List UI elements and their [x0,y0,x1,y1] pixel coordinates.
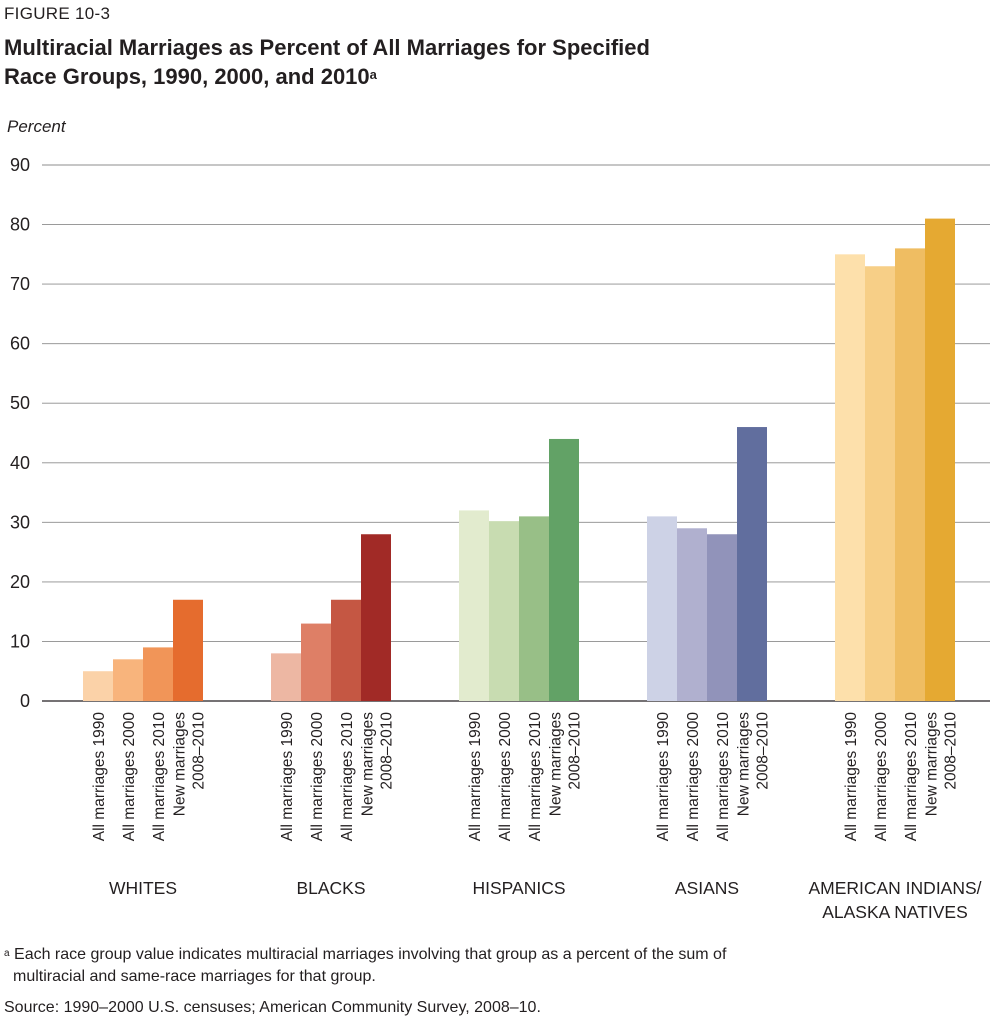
title-footnote-marker: a [369,67,377,82]
y-tick-label: 30 [10,512,30,532]
bar-category-label: New marriages [736,712,753,816]
bar [361,534,391,701]
bar [707,534,737,701]
y-tick-label: 50 [10,393,30,413]
bar-category-label: New marriages [924,712,941,816]
bar [459,510,489,701]
y-axis-unit-label: Percent [7,117,66,136]
bar-category-label: All marriages 2010 [151,712,168,842]
y-tick-label: 70 [10,274,30,294]
bar [489,521,519,701]
bar-category-label: All marriages 2010 [527,712,544,842]
group-label: ASIANS [675,878,739,898]
footnote-marker: a [4,948,10,959]
title-line-1: Multiracial Marriages as Percent of All … [4,35,650,60]
bar [737,427,767,701]
bar-category-label: All marriages 1990 [279,712,296,842]
footnote-line-2: multiracial and same-race marriages for … [13,968,376,985]
group-label: ALASKA NATIVES [822,902,968,922]
bar [895,248,925,701]
footnote-line-1: Each race group value indicates multirac… [14,946,727,963]
bar [519,516,549,701]
y-tick-label: 10 [10,631,30,651]
bar-category-label: All marriages 1990 [467,712,484,842]
y-tick-label: 0 [20,691,30,711]
bar [677,528,707,701]
bar-category-label: 2008–2010 [191,712,208,790]
chart-title: Multiracial Marriages as Percent of All … [4,33,994,91]
bar-category-label: New marriages [172,712,189,816]
bar-category-label: All marriages 1990 [655,712,672,842]
bar [83,671,113,701]
figure-label: FIGURE 10-3 [4,4,111,23]
bar [549,438,579,701]
y-tick-label: 60 [10,334,30,354]
bar [865,266,895,701]
title-line-2: Race Groups, 1990, 2000, and 2010 [4,64,370,89]
y-tick-label: 20 [10,572,30,592]
bar [173,599,203,701]
y-tick-label: 40 [10,453,30,473]
bar-category-label: All marriages 2000 [873,712,890,842]
bar-category-label: All marriages 2000 [309,712,326,842]
bar-category-label: 2008–2010 [379,712,396,790]
bar-category-label: All marriages 1990 [91,712,108,842]
group-label: BLACKS [296,878,365,898]
group-label: HISPANICS [472,878,565,898]
bar-category-label: All marriages 2000 [497,712,514,842]
bar-category-label: All marriages 2000 [121,712,138,842]
bar [301,623,331,701]
group-label: AMERICAN INDIANS/ [808,878,981,898]
bar-category-label: All marriages 2010 [903,712,920,842]
bar-category-label: New marriages [548,712,565,816]
bar [271,653,301,701]
bar-category-label: 2008–2010 [755,712,772,790]
bar [331,599,361,701]
y-tick-label: 80 [10,215,30,235]
bar [647,516,677,701]
bar-category-label: All marriages 2010 [715,712,732,842]
bar-category-label: All marriages 2000 [685,712,702,842]
source-note: Source: 1990–2000 U.S. censuses; America… [4,999,541,1016]
bar-category-label: All marriages 2010 [339,712,356,842]
bar [925,218,955,701]
bar-category-label: 2008–2010 [943,712,960,790]
bar [835,254,865,702]
bar [143,647,173,701]
bar-category-label: All marriages 1990 [843,712,860,842]
footnote: a Each race group value indicates multir… [4,944,994,988]
bar-chart: 0 10 20 30 40 50 60 70 80 90 All marriages 1990 All… [10,155,990,922]
bar-category-label: New marriages [360,712,377,816]
group-label: WHITES [109,878,177,898]
bar [113,659,143,701]
y-tick-label: 90 [10,155,30,175]
bar-category-label: 2008–2010 [567,712,584,790]
